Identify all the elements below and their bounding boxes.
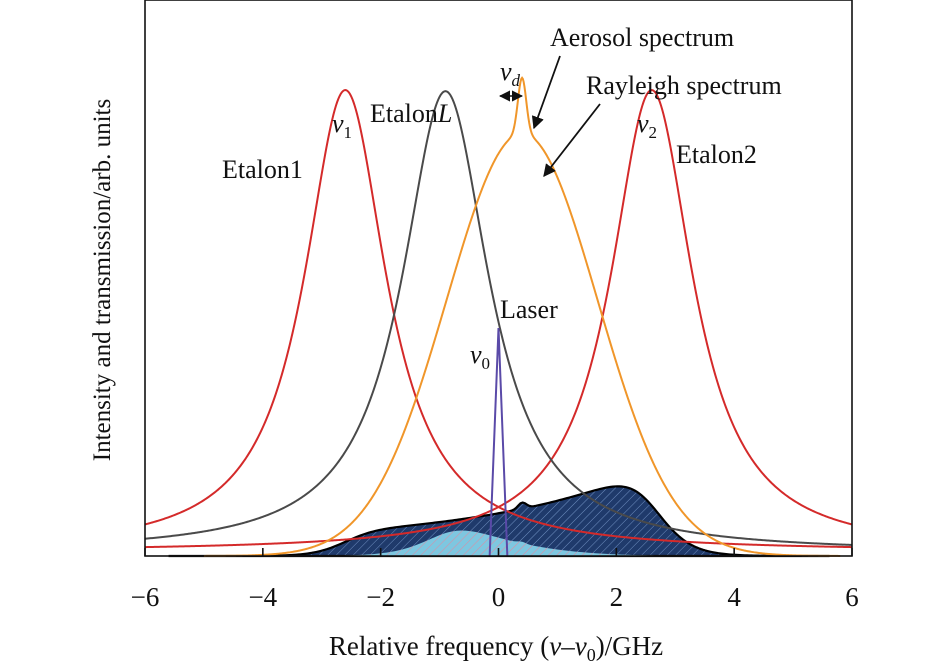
laser-label: Laser xyxy=(500,295,558,324)
rayleigh-aerosol-curve xyxy=(203,76,841,557)
aerosol-arrow xyxy=(531,55,561,130)
plot-area xyxy=(144,76,853,558)
nu2-label: ν2 xyxy=(637,109,657,142)
x-tick-label: 0 xyxy=(492,582,506,612)
x-axis-ticks: −6 −4 −2 0 2 4 6 xyxy=(131,548,859,612)
x-tick-label: −4 xyxy=(248,582,277,612)
x-tick-label: 6 xyxy=(845,582,859,612)
etalon-l-filtered-shaded-area xyxy=(168,530,829,556)
etalon1-label: Etalon1 xyxy=(222,155,303,184)
rayleigh-label: Rayleigh spectrum xyxy=(586,71,782,100)
etalon-l-curve xyxy=(144,90,853,546)
x-tick-label: −2 xyxy=(366,582,395,612)
x-tick-label: 4 xyxy=(727,582,741,612)
nud-label: νd xyxy=(500,57,521,90)
x-tick-label: −6 xyxy=(131,582,160,612)
laser-line xyxy=(488,328,509,557)
nu0-label: ν0 xyxy=(470,340,490,373)
nu1-label: ν1 xyxy=(332,109,352,142)
rayleigh-arrow xyxy=(543,103,601,177)
x-axis-label: Relative frequency (ν–ν0)/GHz xyxy=(329,631,663,665)
etalon2-curve xyxy=(144,89,853,549)
y-axis-label: Intensity and transmission/arb. units xyxy=(89,99,116,461)
aerosol-label: Aerosol spectrum xyxy=(550,23,734,52)
etalon2-label: Etalon2 xyxy=(676,140,757,169)
x-tick-label: 2 xyxy=(610,582,624,612)
etalon-l-label: EtalonL xyxy=(370,99,452,128)
